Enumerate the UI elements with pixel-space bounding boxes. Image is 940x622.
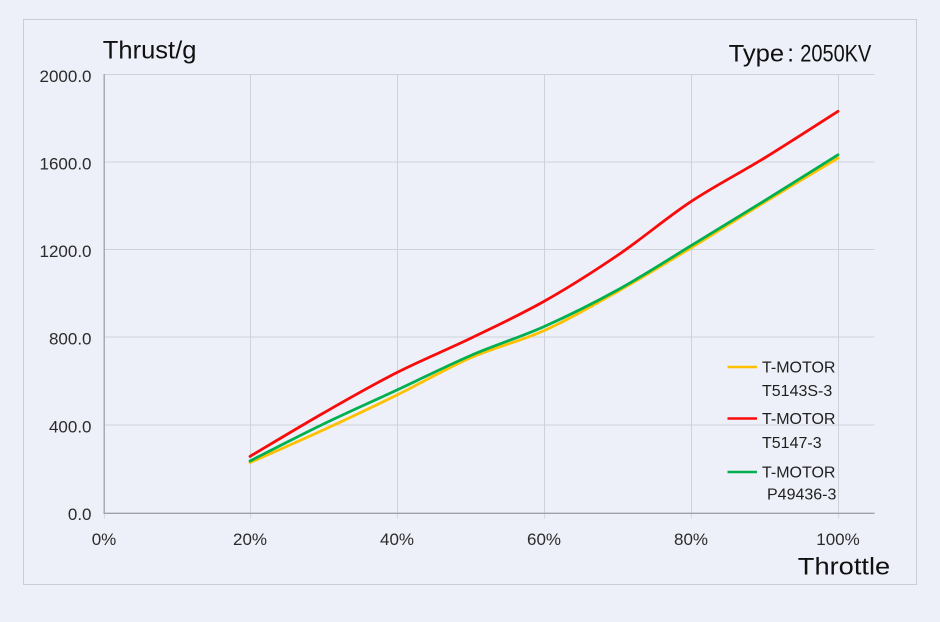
svg-text:T5147-3: T5147-3 xyxy=(762,435,822,452)
svg-text:20%: 20% xyxy=(233,530,267,549)
svg-text:2050KV: 2050KV xyxy=(800,41,871,68)
svg-text:T-MOTOR: T-MOTOR xyxy=(762,465,835,482)
svg-text:80%: 80% xyxy=(674,530,708,549)
svg-text:1200.0: 1200.0 xyxy=(40,242,92,261)
svg-text:Throttle: Throttle xyxy=(798,554,890,581)
svg-text::: : xyxy=(787,41,794,68)
svg-text:T-MOTOR: T-MOTOR xyxy=(762,411,835,428)
svg-text:400.0: 400.0 xyxy=(49,417,92,436)
svg-text:T5143S-3: T5143S-3 xyxy=(762,383,832,400)
svg-text:800.0: 800.0 xyxy=(49,329,92,348)
svg-text:60%: 60% xyxy=(527,530,561,549)
svg-text:Thrust/g: Thrust/g xyxy=(103,37,197,65)
svg-text:0.0: 0.0 xyxy=(68,505,92,524)
svg-text:2000.0: 2000.0 xyxy=(40,67,92,86)
svg-text:Type: Type xyxy=(729,41,785,68)
svg-text:P49436-3: P49436-3 xyxy=(767,487,836,504)
svg-text:100%: 100% xyxy=(816,530,859,549)
svg-text:T-MOTOR: T-MOTOR xyxy=(762,360,835,377)
svg-text:0%: 0% xyxy=(92,530,117,549)
svg-text:40%: 40% xyxy=(380,530,414,549)
svg-text:1600.0: 1600.0 xyxy=(40,154,92,173)
